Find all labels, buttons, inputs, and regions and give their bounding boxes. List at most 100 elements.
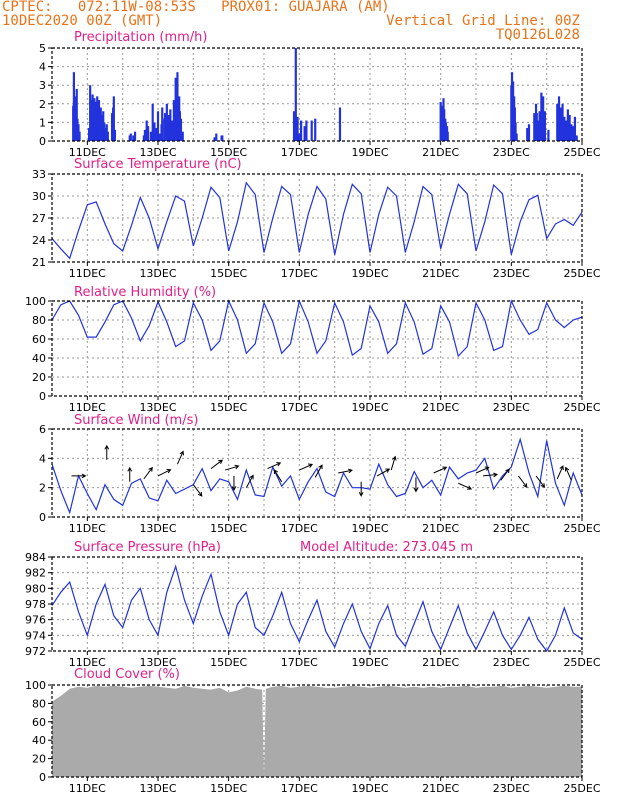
precipitation-bar bbox=[303, 126, 306, 141]
y-axis: 0 20 40 60 80 100 bbox=[25, 295, 52, 403]
y-tick-label: 978 bbox=[25, 598, 46, 611]
x-tick-label: 11DEC bbox=[69, 656, 106, 669]
wind-arrow bbox=[500, 468, 510, 481]
wind-arrow bbox=[358, 481, 364, 497]
precipitation-bar bbox=[165, 103, 168, 141]
x-tick-label: 21DEC bbox=[422, 146, 459, 159]
wind-arrow bbox=[231, 475, 237, 491]
x-tick-label: 21DEC bbox=[422, 267, 459, 280]
x-tick-label: 15DEC bbox=[210, 401, 247, 414]
precipitation-bar bbox=[179, 118, 183, 141]
wind-arrow bbox=[556, 465, 564, 480]
plot-frame bbox=[51, 428, 583, 518]
y-tick-label: 100 bbox=[25, 679, 46, 692]
wind-arrow bbox=[475, 466, 490, 474]
x-tick-label: 13DEC bbox=[139, 656, 176, 669]
x-tick-label: 13DEC bbox=[139, 401, 176, 414]
precipitation-bar bbox=[149, 131, 153, 141]
precipitation-bar bbox=[215, 133, 218, 141]
precipitation-bar bbox=[446, 131, 449, 141]
y-tick-label: 0 bbox=[39, 390, 46, 403]
x-tick-label: 17DEC bbox=[281, 267, 318, 280]
x-tick-label: 23DEC bbox=[493, 656, 530, 669]
precipitation-bar bbox=[147, 126, 150, 141]
x-tick-label: 13DEC bbox=[139, 782, 176, 795]
precipitation-bar bbox=[75, 88, 78, 141]
precipitation-bar bbox=[78, 131, 81, 141]
precipitation-bar bbox=[300, 120, 303, 141]
precipitation-bar bbox=[153, 122, 156, 141]
grid-lines bbox=[52, 174, 582, 262]
grid-lines bbox=[52, 429, 582, 517]
precipitation-bar bbox=[298, 133, 301, 141]
y-tick-label: 0 bbox=[39, 135, 46, 148]
precipitation-bar bbox=[213, 137, 216, 141]
y-tick-label: 60 bbox=[32, 716, 46, 729]
x-tick-label: 25DEC bbox=[563, 782, 600, 795]
x-tick-label: 19DEC bbox=[351, 656, 388, 669]
chart-header: CPTEC: 072:11W-08:53S PROX01: GUAJARA (A… bbox=[0, 0, 618, 48]
y-tick-label: 24 bbox=[32, 234, 46, 247]
x-tick-label: 13DEC bbox=[139, 522, 176, 535]
x-tick-label: 19DEC bbox=[351, 522, 388, 535]
precipitation-bar bbox=[113, 129, 116, 141]
wind-arrow bbox=[210, 459, 224, 469]
precipitation-bar bbox=[156, 111, 160, 141]
x-axis: 11DEC 13DEC 15DEC 17DEC 19DEC 21DEC 23DEC 25DEC bbox=[69, 396, 601, 414]
precipitation-bar bbox=[565, 120, 568, 141]
y-tick-label: 3 bbox=[39, 79, 46, 92]
y-tick-label: 4 bbox=[39, 452, 46, 465]
plot-frame bbox=[51, 300, 583, 397]
y-tick-label: 6 bbox=[39, 423, 46, 436]
x-tick-label: 15DEC bbox=[210, 146, 247, 159]
y-tick-label: 5 bbox=[39, 42, 46, 55]
model-altitude-label: Model Altitude: 273.045 m bbox=[300, 540, 473, 555]
y-tick-label: 20 bbox=[32, 371, 46, 384]
wind-arrow bbox=[564, 466, 572, 481]
panel-title: Relative Humidity (%) bbox=[74, 285, 216, 300]
precipitation-bar bbox=[176, 72, 179, 141]
precipitation-bar bbox=[296, 116, 299, 141]
precipitation-bar bbox=[547, 129, 550, 141]
precipitation-bar bbox=[163, 113, 167, 141]
precipitation-bar bbox=[310, 120, 313, 141]
y-tick-label: 80 bbox=[32, 697, 46, 710]
y-tick-label: 40 bbox=[32, 734, 46, 747]
x-tick-label: 21DEC bbox=[422, 522, 459, 535]
precipitation-bar bbox=[112, 96, 115, 141]
precipitation-bar bbox=[314, 118, 317, 141]
y-axis: 0 1 2 3 4 5 bbox=[39, 42, 52, 148]
panel-title: Cloud Cover (%) bbox=[74, 667, 180, 682]
station-info: CPTEC: 072:11W-08:53S PROX01: GUAJARA (A… bbox=[2, 0, 390, 15]
x-tick-label: 21DEC bbox=[422, 782, 459, 795]
y-tick-label: 974 bbox=[25, 629, 46, 642]
x-tick-label: 25DEC bbox=[563, 267, 600, 280]
precipitation-bar bbox=[221, 135, 224, 141]
x-tick-label: 17DEC bbox=[281, 401, 318, 414]
precipitation-bar bbox=[557, 96, 561, 141]
precipitation-bar bbox=[566, 109, 569, 141]
y-tick-label: 33 bbox=[32, 168, 46, 181]
precipitation-bar bbox=[145, 120, 148, 141]
wind-arrow bbox=[413, 477, 419, 493]
x-tick-label: 17DEC bbox=[281, 782, 318, 795]
y-tick-label: 0 bbox=[39, 511, 46, 524]
forecast-start-date: 10DEC2020 00Z (GMT) bbox=[2, 13, 163, 29]
x-tick-label: 15DEC bbox=[210, 522, 247, 535]
precipitation-bar bbox=[292, 111, 296, 141]
precipitation-bar bbox=[143, 129, 147, 141]
x-tick-label: 23DEC bbox=[493, 267, 530, 280]
panel-title: Precipitation (mm/h) bbox=[74, 30, 207, 45]
y-tick-label: 982 bbox=[25, 567, 46, 580]
x-tick-label: 13DEC bbox=[139, 146, 176, 159]
y-tick-label: 980 bbox=[25, 582, 46, 595]
precipitation-bar bbox=[171, 120, 174, 141]
x-tick-label: 17DEC bbox=[281, 146, 318, 159]
wind-line bbox=[51, 437, 583, 515]
wind-arrow bbox=[192, 484, 203, 497]
x-tick-label: 17DEC bbox=[281, 656, 318, 669]
precipitation-bar bbox=[294, 48, 297, 141]
wind-arrow bbox=[483, 472, 499, 478]
wind-arrow bbox=[376, 468, 391, 477]
